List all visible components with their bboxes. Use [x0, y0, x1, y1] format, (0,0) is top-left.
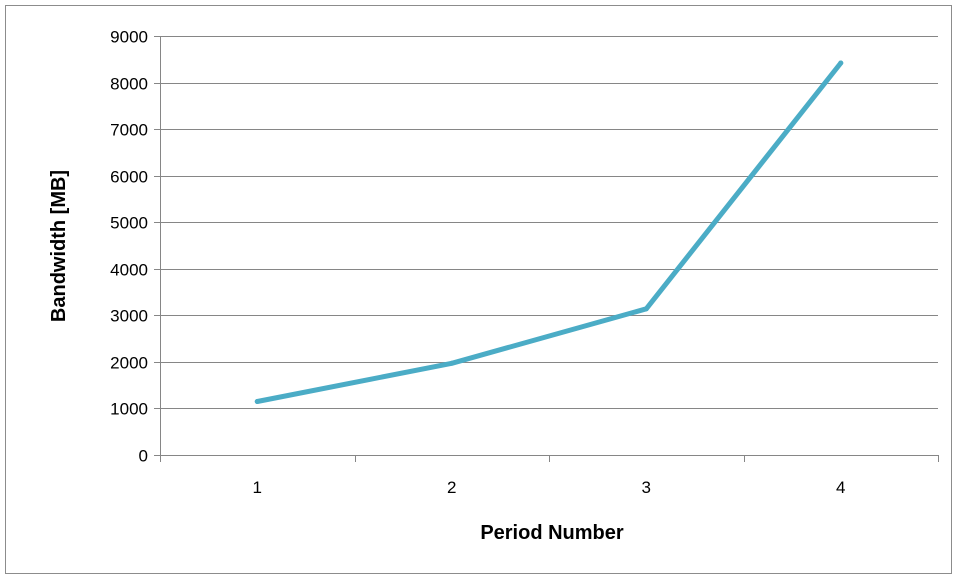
y-tick-label: 0 [139, 447, 148, 466]
x-tick-label: 4 [836, 478, 845, 497]
y-axis-title: Bandwidth [MB] [48, 170, 70, 322]
axes [154, 36, 939, 462]
data-point [838, 60, 844, 66]
y-tick-label: 1000 [110, 400, 148, 419]
y-tick-label: 8000 [110, 75, 148, 94]
y-tick-label: 4000 [110, 261, 148, 280]
data-point [254, 398, 260, 404]
series-line [254, 60, 844, 404]
x-tick-label: 3 [642, 478, 651, 497]
y-tick-label: 3000 [110, 307, 148, 326]
y-tick-label: 2000 [110, 354, 148, 373]
y-tick-label: 5000 [110, 214, 148, 233]
data-point [449, 360, 455, 366]
data-point [643, 306, 649, 312]
x-tick-labels: 1 2 3 4 [253, 478, 846, 497]
y-tick-label: 7000 [110, 121, 148, 140]
series-lines [254, 60, 844, 404]
x-tick-label: 2 [447, 478, 456, 497]
x-tick-label: 1 [253, 478, 262, 497]
chart-area: 0 1000 2000 3000 4000 5000 6000 7000 8000 9000 1 2… [5, 5, 952, 574]
y-tick-label: 6000 [110, 168, 148, 187]
gridlines [160, 36, 938, 409]
y-tick-labels: 0 1000 2000 3000 4000 5000 6000 7000 8000 9000 [110, 28, 148, 466]
x-axis-title: Period Number [480, 522, 624, 544]
line-chart: 0 1000 2000 3000 4000 5000 6000 7000 8000 9000 1 2… [48, 28, 939, 544]
y-tick-label: 9000 [110, 28, 148, 47]
